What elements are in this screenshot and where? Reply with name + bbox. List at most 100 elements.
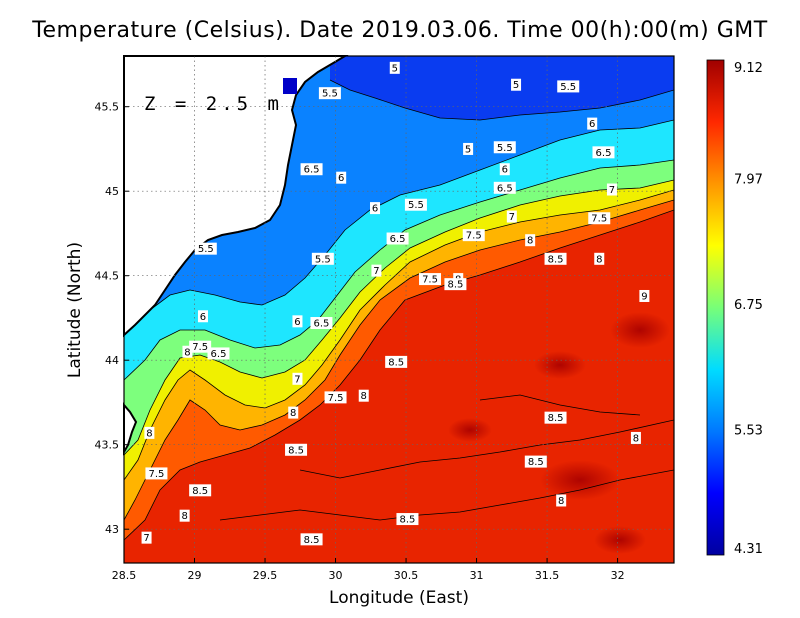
contour-label: 7 (371, 264, 382, 277)
contour-label-bg (587, 117, 598, 130)
contour-label-text: 8.5 (304, 535, 320, 546)
contour-label-text: 5.5 (408, 200, 424, 211)
contour-label-text: 5.5 (315, 254, 331, 265)
y-tick-label: 43.5 (95, 439, 120, 452)
contour-label-text: 8.5 (400, 515, 416, 526)
contour-label-text: 7.5 (328, 393, 344, 404)
contour-label-text: 6.5 (313, 319, 329, 330)
hot-spot (610, 312, 670, 348)
contour-label-bg (389, 61, 400, 74)
contour-label-bg (463, 142, 474, 155)
contour-label-text: 6 (294, 317, 300, 328)
contour-label: 8.5 (444, 278, 467, 291)
contour-label: 5.5 (493, 141, 516, 154)
contour-label-bg (639, 289, 650, 302)
contour-label: 6 (370, 202, 381, 215)
hot-spot (594, 526, 646, 554)
contour-label: 7 (292, 372, 303, 385)
contour-label: 5.5 (557, 80, 580, 93)
contour-label-bg (556, 494, 567, 507)
y-axis: 43 43.5 44 44.5 45 45.5 (95, 101, 129, 536)
contour-label: 7 (506, 210, 517, 223)
contour-label-bg (544, 252, 567, 265)
hot-spot (534, 351, 586, 379)
x-axis: 28.5 29 29.5 30 30.5 31 31.5 32 (112, 558, 625, 582)
contour-label: 7.5 (419, 273, 442, 286)
contour-label-bg (499, 163, 510, 176)
contour-label-bg (557, 80, 580, 93)
contour-label-text: 7.5 (591, 214, 607, 225)
contour-label: 5.5 (404, 198, 427, 211)
contour-label-bg (404, 198, 427, 211)
contour-label-text: 8.5 (548, 413, 564, 424)
contour-label: 8 (594, 252, 605, 265)
contour-label-bg (318, 87, 341, 100)
y-tick-label: 45 (105, 185, 119, 198)
hot-spot (448, 418, 492, 442)
contour-label-bg (182, 345, 193, 358)
contour-label: 9 (639, 289, 650, 302)
x-tick-label: 30 (329, 569, 343, 582)
contour-label: 8.5 (189, 484, 212, 497)
contour-label: 8.5 (544, 252, 567, 265)
contour-label-bg (324, 391, 347, 404)
contour-line (329, 79, 674, 121)
contour-label-bg (594, 252, 605, 265)
contour-label-bg (300, 533, 323, 546)
contour-line (219, 469, 674, 521)
contour-label-bg (444, 278, 467, 291)
contour-label: 8.5 (524, 455, 547, 468)
contour-label-text: 6 (372, 204, 378, 215)
contour-label-bg (606, 183, 617, 196)
contour-label-bg (462, 229, 485, 242)
contour-label-bg (371, 264, 382, 277)
contour-label-text: 5.5 (497, 143, 513, 154)
y-tick-label: 45.5 (95, 101, 120, 114)
contour-label-bg (511, 78, 522, 91)
contour-label: 6.5 (310, 317, 333, 330)
contour-label-text: 7.5 (192, 342, 208, 353)
plot-frame (123, 55, 675, 564)
contour-label-text: 6 (338, 173, 344, 184)
contour-label: 8.5 (300, 533, 323, 546)
contour-label: 6 (292, 315, 303, 328)
contour-label-bg (588, 212, 611, 225)
contour-label-text: 7.5 (148, 469, 164, 480)
contour-label-text: 5 (465, 144, 471, 155)
contour-label-text: 7.5 (466, 231, 482, 242)
contour-label-bg (358, 389, 369, 402)
contour-label-text: 6.5 (390, 234, 406, 245)
contour-label-text: 7 (609, 185, 615, 196)
contour-label: 8.5 (385, 355, 408, 368)
field-layer (124, 56, 674, 563)
contour-label-bg (207, 347, 230, 360)
colorbar-tick-label: 7.97 (734, 172, 763, 187)
contour-label-text: 8.5 (548, 254, 564, 265)
contour-label-bg (524, 455, 547, 468)
colorbar-tick-label: 4.31 (734, 542, 763, 557)
contour-label-bg (311, 252, 334, 265)
contour-label-text: 7 (373, 266, 379, 277)
contour-label: 5 (511, 78, 522, 91)
x-tick-label: 31 (470, 569, 484, 582)
band-5 (330, 56, 674, 120)
contour-label: 8 (288, 406, 299, 419)
contour-label: 8 (182, 345, 193, 358)
contour-label-bg (493, 181, 516, 194)
contour-label-text: 8 (633, 433, 639, 444)
contour-label-text: 8.5 (447, 280, 463, 291)
contour-label: 6 (197, 310, 208, 323)
contour-label-bg (194, 242, 217, 255)
contour-line (124, 159, 674, 381)
contour-label-text: 7 (143, 533, 149, 544)
contour-label-text: 5.5 (198, 244, 214, 255)
contour-label: 6 (587, 117, 598, 130)
hot-spot (540, 460, 620, 500)
colorbar (706, 59, 725, 556)
contour-label-bg (189, 484, 212, 497)
contour-label: 5 (463, 142, 474, 155)
contour-label: 5.5 (311, 252, 334, 265)
contour-label: 6 (499, 163, 510, 176)
contour-label-text: 6 (200, 312, 206, 323)
